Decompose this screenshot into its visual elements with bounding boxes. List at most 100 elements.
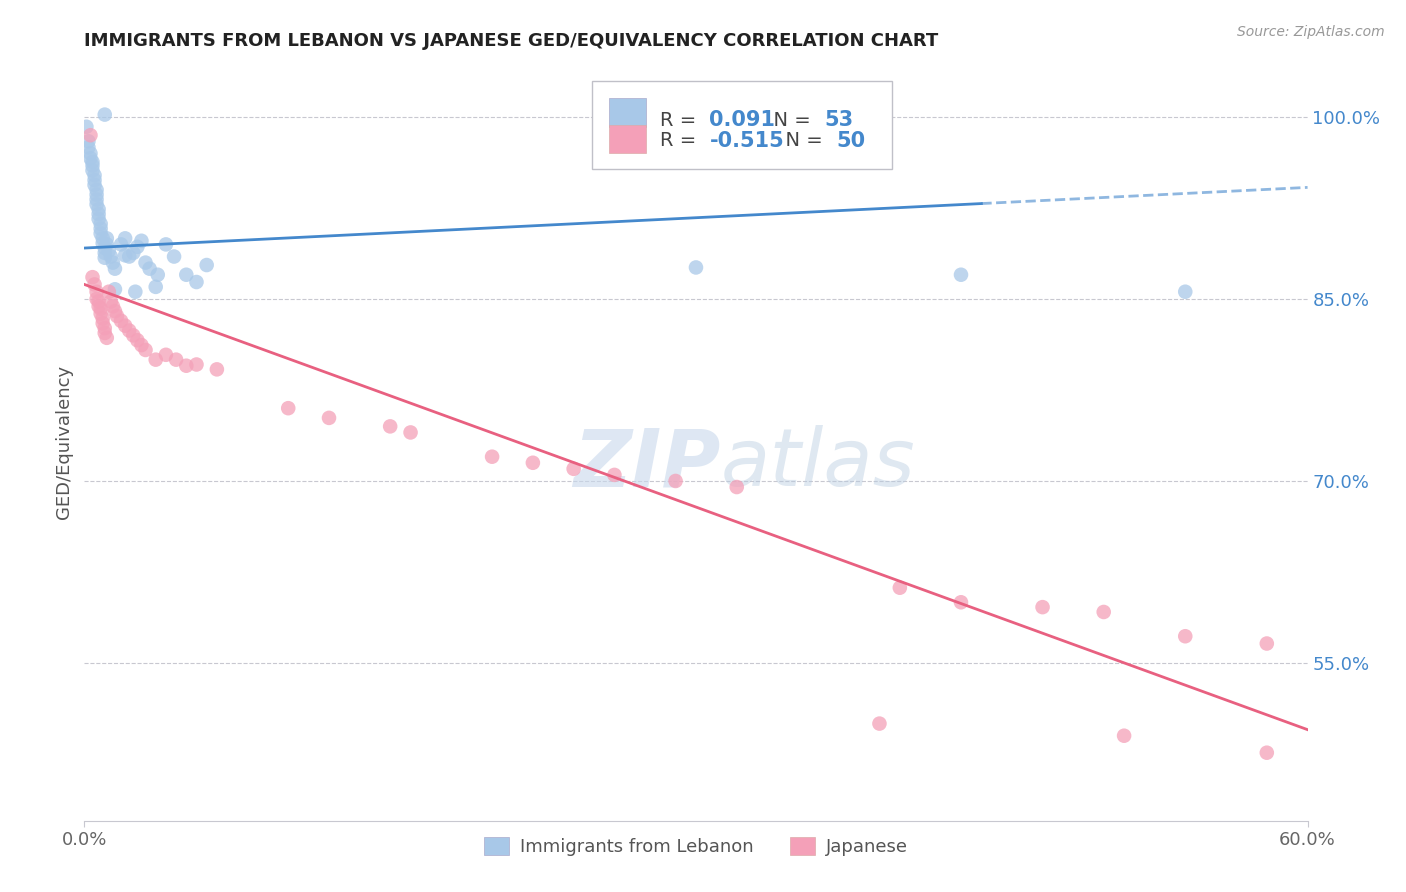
- Point: [97, 244, 120, 258]
- Point: [135, 255, 157, 269]
- Point: [86, 285, 108, 299]
- Point: [90, 301, 112, 316]
- FancyBboxPatch shape: [592, 81, 891, 169]
- Point: [93, 321, 115, 335]
- Point: [145, 352, 167, 367]
- Point: [131, 338, 153, 352]
- Point: [93, 246, 115, 260]
- Point: [96, 237, 118, 252]
- Point: [146, 268, 169, 282]
- Point: [86, 292, 108, 306]
- Point: [93, 251, 115, 265]
- Point: [90, 307, 112, 321]
- Point: [86, 187, 108, 202]
- Point: [82, 270, 104, 285]
- Point: [950, 268, 973, 282]
- Point: [889, 581, 911, 595]
- Point: [105, 309, 128, 323]
- Point: [118, 250, 141, 264]
- Point: [114, 318, 136, 333]
- Point: [87, 207, 110, 221]
- Point: [87, 299, 110, 313]
- Point: [318, 410, 340, 425]
- Text: 50: 50: [837, 130, 866, 151]
- Point: [124, 285, 146, 299]
- Point: [93, 241, 115, 255]
- Point: [91, 316, 114, 330]
- Point: [101, 255, 124, 269]
- Point: [83, 277, 105, 292]
- Point: [1174, 285, 1197, 299]
- Point: [79, 151, 101, 165]
- Point: [186, 275, 208, 289]
- Point: [93, 326, 115, 340]
- Point: [155, 348, 177, 362]
- Point: [75, 120, 97, 134]
- Point: [165, 352, 187, 367]
- Point: [79, 146, 101, 161]
- Point: [195, 258, 218, 272]
- Text: -0.515: -0.515: [710, 130, 785, 151]
- Point: [77, 140, 100, 154]
- Text: N =: N =: [773, 131, 830, 150]
- Point: [869, 716, 891, 731]
- Point: [127, 240, 149, 254]
- Text: atlas: atlas: [720, 425, 915, 503]
- Point: [96, 331, 118, 345]
- Point: [79, 128, 101, 143]
- Point: [380, 419, 402, 434]
- Point: [1256, 746, 1278, 760]
- Text: R =: R =: [661, 111, 703, 129]
- Point: [87, 202, 110, 217]
- Point: [138, 261, 160, 276]
- FancyBboxPatch shape: [609, 98, 645, 127]
- Point: [135, 343, 157, 357]
- Point: [665, 474, 688, 488]
- FancyBboxPatch shape: [609, 125, 645, 153]
- Point: [174, 268, 197, 282]
- Point: [110, 314, 132, 328]
- Point: [603, 467, 626, 482]
- Point: [481, 450, 503, 464]
- Point: [91, 236, 114, 251]
- Point: [86, 193, 108, 207]
- Point: [100, 294, 122, 309]
- Point: [83, 168, 105, 182]
- Point: [118, 324, 141, 338]
- Text: IMMIGRANTS FROM LEBANON VS JAPANESE GED/EQUIVALENCY CORRELATION CHART: IMMIGRANTS FROM LEBANON VS JAPANESE GED/…: [84, 32, 939, 50]
- Point: [91, 231, 114, 245]
- Point: [277, 401, 299, 416]
- Point: [114, 248, 136, 262]
- Point: [104, 304, 127, 318]
- Text: 53: 53: [824, 110, 853, 130]
- Point: [87, 211, 110, 226]
- Point: [104, 261, 127, 276]
- Point: [93, 107, 115, 121]
- Point: [163, 250, 186, 264]
- Point: [90, 221, 112, 235]
- Point: [174, 359, 197, 373]
- Point: [90, 217, 112, 231]
- Point: [86, 197, 108, 211]
- Point: [91, 311, 114, 326]
- Point: [122, 246, 145, 260]
- Point: [1256, 636, 1278, 650]
- Point: [114, 231, 136, 245]
- Point: [97, 285, 120, 299]
- Point: [82, 155, 104, 169]
- Text: ZIP: ZIP: [574, 425, 720, 503]
- Point: [87, 294, 110, 309]
- Y-axis label: GED/Equivalency: GED/Equivalency: [55, 365, 73, 518]
- Point: [77, 134, 100, 148]
- Point: [399, 425, 422, 440]
- Point: [100, 250, 122, 264]
- Text: R =: R =: [661, 131, 703, 150]
- Point: [82, 163, 104, 178]
- Point: [1092, 605, 1115, 619]
- Text: Source: ZipAtlas.com: Source: ZipAtlas.com: [1237, 25, 1385, 39]
- Point: [1114, 729, 1136, 743]
- Point: [205, 362, 228, 376]
- Point: [90, 227, 112, 241]
- Point: [83, 173, 105, 187]
- Point: [186, 358, 208, 372]
